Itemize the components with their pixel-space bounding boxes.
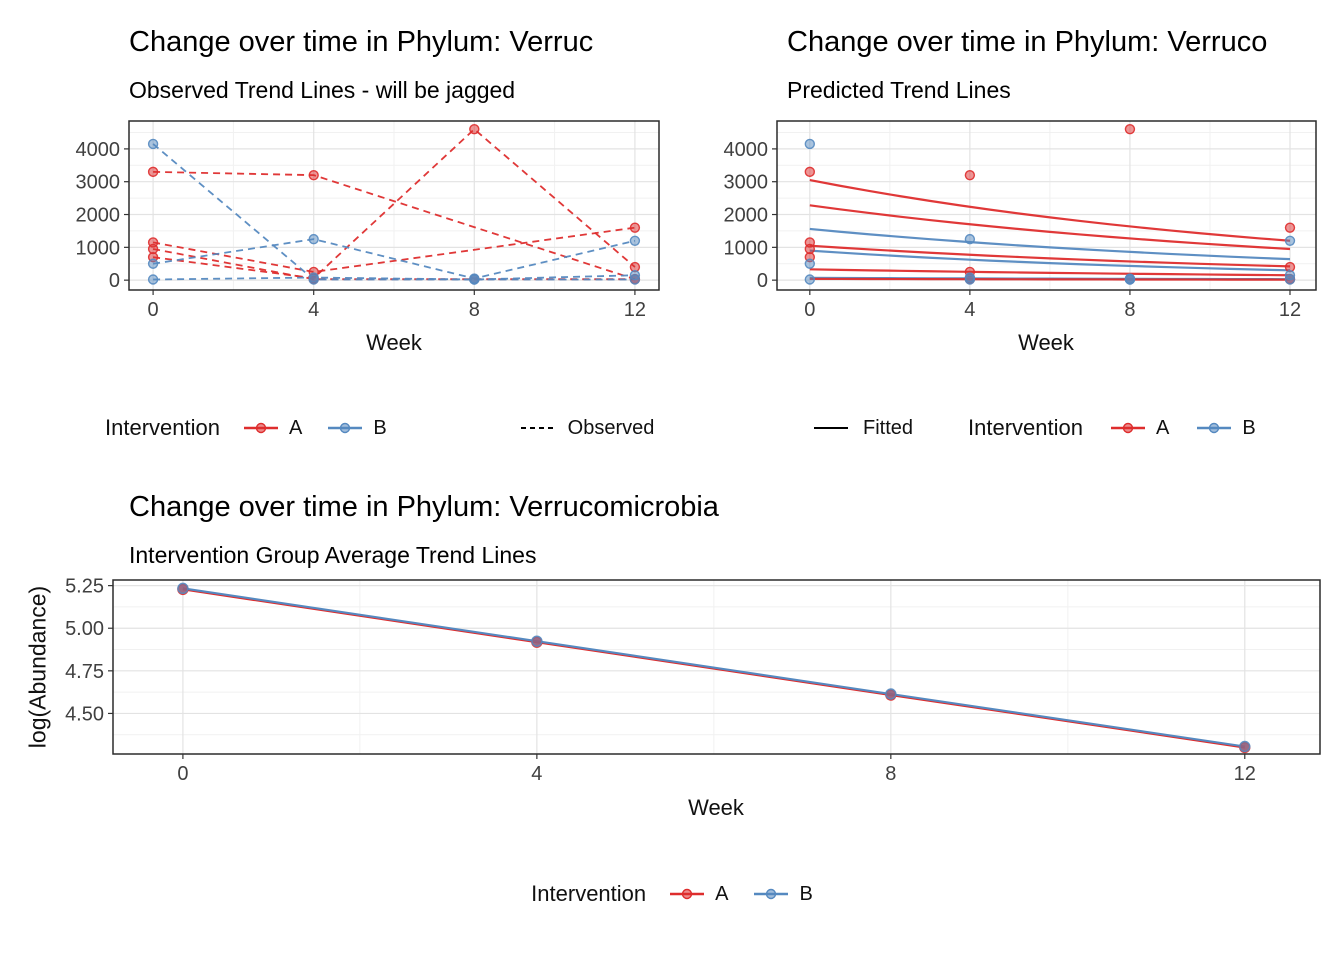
average-plot-y-axis-label: log(Abundance) [24, 585, 51, 749]
legend-key-intervention-a-icon [670, 888, 705, 900]
predicted-plot-subtitle: Predicted Trend Lines [787, 77, 1011, 103]
svg-text:5.00: 5.00 [65, 618, 104, 640]
legend-title-intervention: Intervention [531, 881, 647, 906]
predicted-plot-x-axis-label: Week [1018, 330, 1074, 355]
svg-text:0: 0 [804, 299, 815, 321]
average-plot-x-axis-label: Week [688, 795, 744, 820]
legend-title-intervention: Intervention [105, 415, 220, 440]
legend-key-intervention-b-icon [1197, 422, 1232, 434]
average-plot-title: Change over time in Phylum: Verrucomicro… [129, 492, 719, 523]
observed-plot-x-axis-label: Week [366, 330, 422, 355]
legend-label-observed: Observed [567, 416, 655, 439]
legend-label-b: B [799, 882, 813, 905]
legend-label-b: B [1242, 416, 1256, 439]
svg-text:5.25: 5.25 [65, 576, 104, 598]
observed-plot-legend: Intervention A B Observed [0, 410, 672, 446]
svg-text:3000: 3000 [724, 172, 769, 194]
svg-text:1000: 1000 [76, 237, 121, 259]
legend-label-fitted: Fitted [863, 416, 914, 439]
legend-label-a: A [1156, 416, 1170, 439]
svg-text:4: 4 [964, 299, 975, 321]
svg-text:0: 0 [109, 270, 120, 292]
svg-text:4.50: 4.50 [65, 703, 104, 725]
legend-label-a: A [715, 882, 729, 905]
legend-key-intervention-b-icon [328, 422, 363, 434]
predicted-plot-legend: Fitted Intervention A B [672, 410, 1344, 446]
svg-text:4: 4 [308, 299, 319, 321]
svg-text:12: 12 [1234, 763, 1256, 785]
svg-text:2000: 2000 [724, 205, 769, 227]
svg-text:8: 8 [469, 299, 480, 321]
svg-text:1000: 1000 [724, 237, 769, 259]
average-plot-legend: Intervention A B [0, 876, 1344, 912]
svg-text:0: 0 [757, 270, 768, 292]
svg-text:2000: 2000 [76, 205, 121, 227]
legend-label-b: B [373, 416, 387, 439]
legend-key-observed-linetype-icon [520, 427, 555, 429]
legend-key-intervention-b-icon [754, 888, 789, 900]
legend-key-fitted-linetype-icon [814, 427, 848, 429]
svg-text:4000: 4000 [724, 139, 769, 161]
average-plot-subtitle: Intervention Group Average Trend Lines [129, 542, 537, 568]
legend-title-intervention: Intervention [968, 415, 1083, 440]
legend-label-a: A [288, 416, 303, 439]
legend-key-intervention-a-icon [1111, 422, 1145, 434]
svg-text:4.75: 4.75 [65, 661, 104, 683]
svg-text:4: 4 [531, 763, 542, 785]
svg-text:0: 0 [148, 299, 159, 321]
svg-text:8: 8 [885, 763, 896, 785]
svg-text:0: 0 [177, 763, 188, 785]
predicted-plot-title: Change over time in Phylum: Verruco [787, 27, 1268, 58]
observed-plot-title: Change over time in Phylum: Verruc [129, 27, 594, 58]
svg-text:4000: 4000 [76, 139, 121, 161]
legend-key-intervention-a-icon [243, 422, 278, 434]
svg-text:8: 8 [1124, 299, 1135, 321]
svg-text:12: 12 [624, 299, 646, 321]
svg-text:3000: 3000 [76, 172, 121, 194]
svg-text:12: 12 [1279, 299, 1301, 321]
observed-plot-subtitle: Observed Trend Lines - will be jagged [129, 77, 516, 103]
